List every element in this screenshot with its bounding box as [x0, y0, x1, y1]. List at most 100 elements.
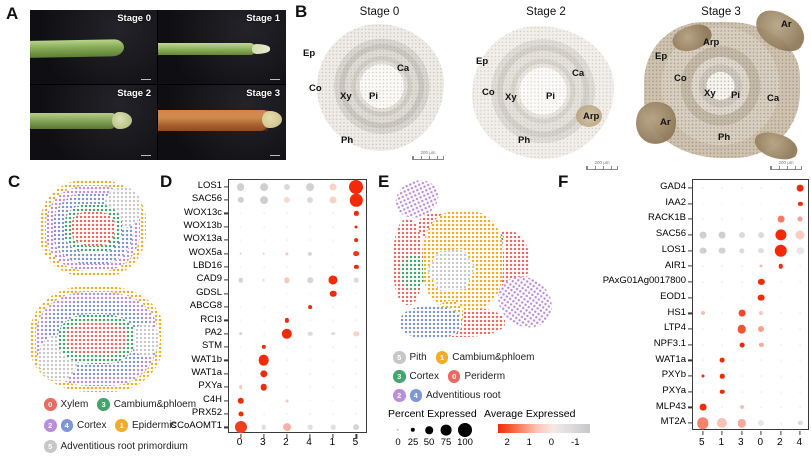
percent-dot-50	[425, 426, 433, 434]
expression-dot	[701, 218, 704, 221]
gene-label-eod1: EOD1	[660, 290, 686, 302]
expression-dot	[740, 281, 743, 283]
expression-dot	[239, 319, 242, 322]
expression-dot	[779, 281, 782, 283]
legend-item-label: Xylem	[60, 398, 89, 410]
expression-dot	[355, 346, 358, 349]
panel-a-photo-grid: Stage 0 Stage 1 Stage 2 Stage 3	[30, 10, 286, 160]
expression-dot	[332, 359, 335, 362]
adventitious-root-lobe	[751, 127, 801, 165]
x-tick	[355, 433, 357, 438]
y-tick	[224, 346, 228, 348]
anatomy-label-co: Co	[309, 83, 322, 94]
expression-dot	[758, 420, 765, 427]
average-tick-2: 2	[504, 437, 510, 448]
expression-dot	[701, 359, 704, 362]
cross-section-image	[317, 24, 444, 151]
expression-dot	[354, 264, 359, 270]
expression-dot	[353, 424, 360, 431]
expression-dot	[757, 294, 765, 302]
expression-dot	[306, 182, 314, 191]
expression-dot	[261, 425, 267, 430]
expression-dot	[798, 201, 803, 206]
y-tick	[688, 202, 692, 205]
expression-dot	[332, 239, 335, 242]
expression-dot	[760, 202, 763, 205]
percent-expressed-title: Percent Expressed	[388, 408, 477, 420]
stage-tag: Stage 3	[246, 88, 280, 99]
expression-dot	[239, 292, 242, 295]
expression-dot	[758, 278, 765, 286]
expression-dot	[309, 319, 311, 322]
expression-dot	[799, 328, 802, 330]
expression-dot	[355, 413, 358, 415]
gene-label-rci3: RCI3	[200, 313, 222, 325]
cross-section-stage0: Stage 0 200 μm Ep Ca Co Xy Pi Ph	[297, 4, 462, 172]
expression-dot	[284, 277, 290, 283]
x-axis-label: 0	[236, 437, 243, 448]
gene-label-wat1b: WAT1b	[191, 353, 222, 365]
cross-section-image	[472, 26, 614, 159]
panel-d-label: D	[160, 172, 173, 191]
gene-label-abcg8: ABCG8	[189, 300, 222, 312]
expression-dot	[355, 292, 358, 295]
expression-dot	[739, 247, 745, 254]
expression-dot	[799, 281, 802, 283]
expression-dot	[758, 326, 765, 333]
x-axis-label: 3	[737, 437, 744, 448]
expression-dot	[285, 212, 288, 215]
average-tick--1: -1	[571, 437, 580, 448]
expression-dot	[349, 179, 364, 194]
expression-dot	[262, 265, 265, 268]
expression-dot	[259, 196, 268, 204]
expression-dot	[721, 343, 724, 346]
y-tick	[688, 234, 692, 236]
expression-dot	[701, 202, 704, 205]
percent-dot-25	[410, 427, 416, 433]
expression-dot	[721, 312, 724, 315]
gene-label-mlp43: MLP43	[655, 400, 686, 412]
plot-area	[688, 179, 809, 435]
y-tick	[688, 359, 692, 361]
legend-row: 0 Xylem 3 Cambium&phloem	[44, 398, 196, 411]
y-tick	[224, 199, 228, 201]
y-tick	[688, 218, 692, 220]
gene-label-cad9: CAD9	[196, 273, 222, 285]
anatomy-label-pi: Pi	[369, 91, 378, 102]
root-primordium-patch	[131, 324, 161, 356]
photo-scale-bar	[270, 79, 280, 80]
expression-dot	[285, 251, 289, 256]
percent-label-100: 100	[457, 437, 473, 448]
expression-dot	[355, 386, 358, 389]
expression-dot	[775, 229, 787, 241]
expression-dot	[332, 372, 335, 375]
expression-dot	[719, 389, 725, 395]
gene-label-paxg01ag0017800: PAxG01Ag0017800	[602, 275, 686, 287]
legend-item-label: Pith	[409, 351, 427, 363]
cluster-chip-5: 5	[44, 440, 57, 453]
expression-dot	[262, 225, 265, 228]
expression-dot	[759, 264, 763, 268]
expression-dot	[701, 281, 704, 283]
expression-dot	[779, 390, 782, 393]
gene-label-wox5a: WOX5a	[188, 246, 222, 258]
expression-dot	[283, 183, 290, 190]
expression-dot	[799, 390, 802, 393]
section-title: Stage 0	[359, 6, 400, 18]
scale-bar: 200 μm	[586, 160, 618, 170]
y-tick	[224, 333, 228, 335]
anatomy-label-xy: Xy	[704, 88, 716, 99]
expression-dot	[354, 238, 359, 243]
expression-dot	[740, 375, 743, 378]
x-axis-label: 1	[329, 437, 336, 448]
cluster-chip-3: 3	[393, 370, 406, 383]
gene-label-pxya: PXYa	[198, 380, 222, 392]
y-tick	[688, 297, 692, 299]
expression-dot	[309, 359, 311, 362]
anatomy-label-ca: Ca	[572, 68, 585, 79]
expression-dot	[353, 331, 360, 337]
expression-dot	[239, 225, 242, 228]
y-tick	[224, 306, 228, 308]
section-title: Stage 3	[701, 6, 741, 18]
expression-dot	[799, 375, 802, 378]
